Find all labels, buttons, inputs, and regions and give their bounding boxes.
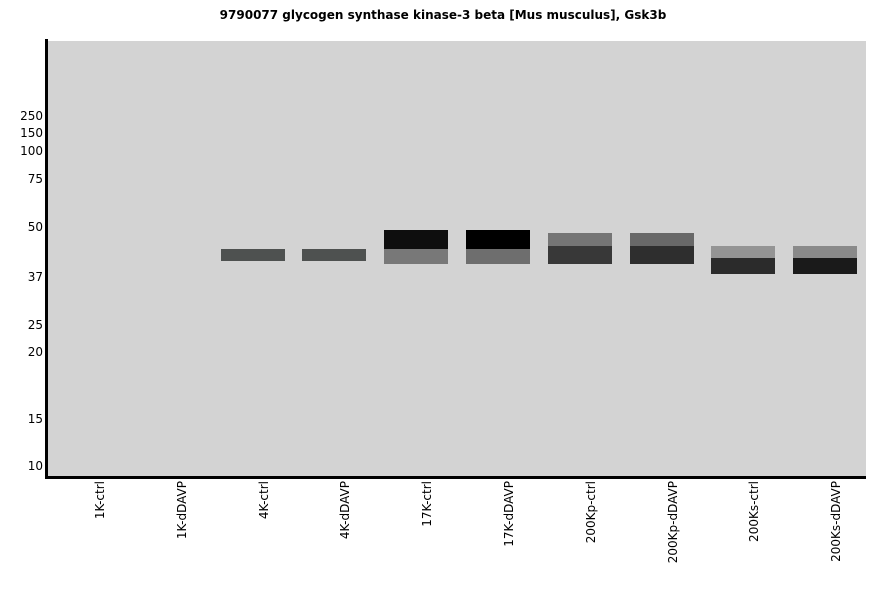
- y-tick-label: 75: [27, 172, 43, 186]
- x-axis-line: [45, 476, 866, 479]
- gel-lane: [220, 41, 285, 477]
- band-segment: [711, 246, 776, 258]
- y-tick-label: 250: [20, 109, 43, 123]
- x-tick-label: 200Kp-dDAVP: [665, 481, 680, 564]
- gel-lane: [384, 41, 449, 477]
- y-tick-label: 10: [27, 459, 43, 473]
- chart-title: 9790077 glycogen synthase kinase-3 beta …: [219, 8, 667, 22]
- band-segment: [384, 248, 449, 264]
- y-tick-label: 20: [27, 345, 43, 359]
- gel-lane: [547, 41, 612, 477]
- x-tick-label: 200Kp-ctrl: [583, 481, 598, 544]
- y-axis-tick-labels: 250 150 100 75 50 37 25 20 15 10: [0, 0, 43, 595]
- y-tick-label: 25: [27, 318, 43, 332]
- y-tick-label: 50: [27, 220, 43, 234]
- x-axis-tick-labels: 1K-ctrl 1K-dDAVP 4K-ctrl 4K-dDAVP 17K-ctrl 17…: [48, 477, 866, 595]
- band-segment: [547, 246, 612, 264]
- y-tick-label: 15: [27, 412, 43, 426]
- y-axis-line: [45, 39, 48, 479]
- gel-lane: [629, 41, 694, 477]
- gel-lane: [465, 41, 530, 477]
- band-segment: [629, 246, 694, 264]
- x-tick-label: 200Ks-ctrl: [747, 481, 762, 542]
- x-tick-label: 1K-dDAVP: [174, 481, 189, 540]
- gel-lane: [793, 41, 858, 477]
- band-segment: [465, 248, 530, 264]
- band-segment: [302, 248, 367, 261]
- x-tick-label: 17K-ctrl: [420, 481, 435, 527]
- x-tick-label: 17K-dDAVP: [501, 481, 516, 547]
- band-segment: [711, 257, 776, 274]
- band-segment: [465, 230, 530, 249]
- y-tick-label: 37: [27, 270, 43, 284]
- x-tick-label: 200Ks-dDAVP: [829, 481, 844, 562]
- x-tick-label: 4K-dDAVP: [338, 481, 353, 540]
- band-segment: [384, 230, 449, 249]
- band-segment: [629, 232, 694, 247]
- x-tick-label: 4K-ctrl: [256, 481, 271, 520]
- gel-lane: [57, 41, 121, 477]
- y-tick-label: 100: [20, 144, 43, 158]
- band-segment: [547, 232, 612, 247]
- y-tick-label: 150: [20, 126, 43, 140]
- band-segment: [793, 257, 858, 274]
- gel-lane: [139, 41, 203, 477]
- gel-lane: [711, 41, 776, 477]
- band-segment: [220, 248, 285, 261]
- gel-lane: [302, 41, 367, 477]
- x-tick-label: 1K-ctrl: [92, 481, 107, 520]
- band-segment: [793, 246, 858, 258]
- plot-area: [48, 41, 866, 477]
